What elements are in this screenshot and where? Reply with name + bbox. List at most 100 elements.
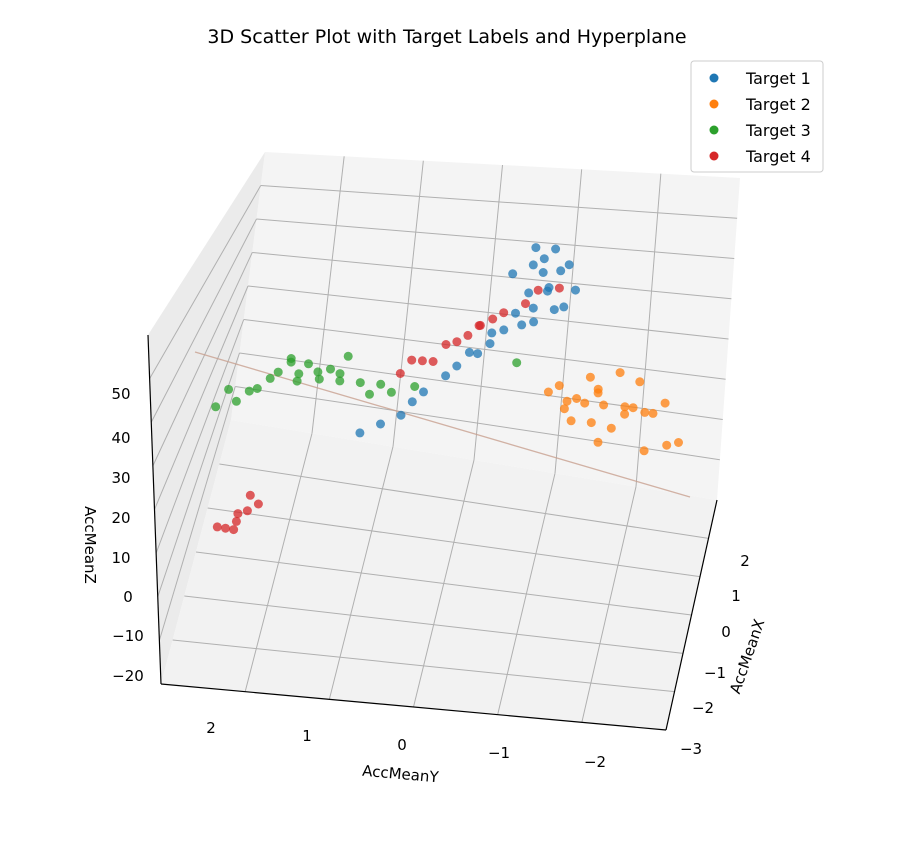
side-grid-line — [155, 319, 245, 554]
data-point — [524, 288, 534, 298]
data-point — [335, 369, 345, 379]
side-grid-line — [154, 285, 249, 510]
data-point — [512, 358, 522, 368]
data-point — [564, 260, 574, 270]
data-point — [639, 446, 649, 456]
data-point — [395, 369, 405, 378]
data-point — [233, 509, 243, 519]
data-point — [660, 398, 670, 408]
floor-grid-line — [219, 463, 709, 539]
x-axis-label: AccMeanX — [726, 617, 768, 696]
data-point — [464, 347, 474, 357]
data-point — [533, 285, 543, 295]
back-grid-line — [243, 319, 726, 380]
data-point — [674, 438, 683, 447]
back-grid-line — [239, 352, 723, 420]
z-tick-label: 30 — [111, 469, 130, 487]
z-tick-label: 0 — [123, 588, 133, 606]
x-tick-label: −2 — [692, 699, 714, 717]
data-point — [529, 317, 539, 327]
data-point — [538, 268, 548, 277]
data-point — [640, 407, 650, 417]
legend-label: Target 4 — [745, 147, 811, 166]
data-point — [376, 419, 385, 429]
z-tick-label: 50 — [111, 385, 130, 403]
data-point — [488, 314, 498, 324]
data-point — [244, 386, 254, 396]
data-point — [463, 330, 473, 340]
data-point — [386, 387, 396, 397]
data-point — [554, 283, 564, 293]
legend-items: Target 1 Target 2 Target 3 Target 4 — [709, 69, 811, 166]
y-axis-line — [160, 683, 667, 731]
side-grid-line — [149, 185, 262, 379]
data-point — [292, 376, 302, 386]
y-tick-label: −1 — [488, 744, 510, 762]
legend-marker — [709, 151, 719, 161]
data-point — [521, 299, 530, 309]
data-point — [417, 356, 427, 366]
z-axis-line — [147, 334, 162, 685]
data-point — [585, 372, 595, 382]
y-tick-label: 1 — [302, 727, 312, 745]
data-point — [365, 389, 374, 399]
data-point — [559, 302, 569, 312]
data-point — [580, 398, 590, 408]
data-point — [648, 408, 658, 418]
data-point — [628, 403, 638, 413]
data-point — [452, 337, 462, 347]
data-point — [474, 321, 484, 331]
data-point — [428, 357, 438, 366]
axes-3d — [147, 152, 740, 731]
data-point — [662, 440, 672, 450]
data-point — [620, 402, 630, 412]
side-grid-line — [152, 252, 253, 467]
back-grid-line — [235, 386, 720, 461]
data-point — [252, 384, 262, 393]
z-tick-label: −20 — [112, 667, 144, 685]
data-point — [441, 340, 451, 349]
data-point — [528, 260, 538, 270]
data-point — [407, 397, 417, 407]
data-point — [376, 379, 386, 389]
grid-lines — [149, 156, 738, 723]
data-point — [508, 269, 518, 279]
back-grid-line — [256, 218, 735, 259]
data-point — [559, 404, 569, 414]
z-tick-label: −10 — [112, 627, 144, 645]
data-point — [599, 400, 609, 410]
x-tick-label: −3 — [680, 740, 702, 758]
data-point — [593, 388, 603, 398]
y-axis-label: AccMeanY — [362, 762, 441, 787]
data-point — [586, 418, 596, 428]
x-tick-label: −1 — [704, 664, 726, 682]
floor-pane — [161, 420, 717, 730]
data-point — [304, 359, 313, 369]
legend: Target 1 Target 2 Target 3 Target 4 — [690, 60, 824, 173]
data-point — [531, 243, 541, 253]
data-point — [419, 387, 428, 397]
data-point — [229, 525, 239, 535]
data-point — [554, 381, 564, 391]
data-point — [221, 523, 230, 533]
x-tick-label: 2 — [740, 552, 750, 570]
side-grid-line — [157, 352, 240, 597]
data-point — [212, 522, 222, 532]
data-point — [355, 378, 365, 388]
data-point — [441, 371, 451, 381]
data-point — [224, 384, 234, 394]
legend-label: Target 2 — [745, 95, 811, 114]
data-point — [410, 382, 420, 391]
legend-frame — [690, 60, 824, 173]
legend-marker — [709, 125, 719, 135]
data-point — [294, 369, 304, 379]
data-point — [242, 506, 252, 516]
x-tick-label: 1 — [731, 587, 741, 605]
data-point — [572, 394, 582, 403]
data-point — [343, 351, 353, 361]
data-point — [615, 368, 625, 378]
data-point — [517, 320, 527, 330]
data-point — [562, 396, 572, 406]
